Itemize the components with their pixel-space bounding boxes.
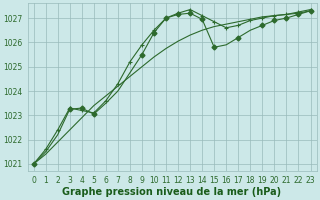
X-axis label: Graphe pression niveau de la mer (hPa): Graphe pression niveau de la mer (hPa) [62,187,282,197]
